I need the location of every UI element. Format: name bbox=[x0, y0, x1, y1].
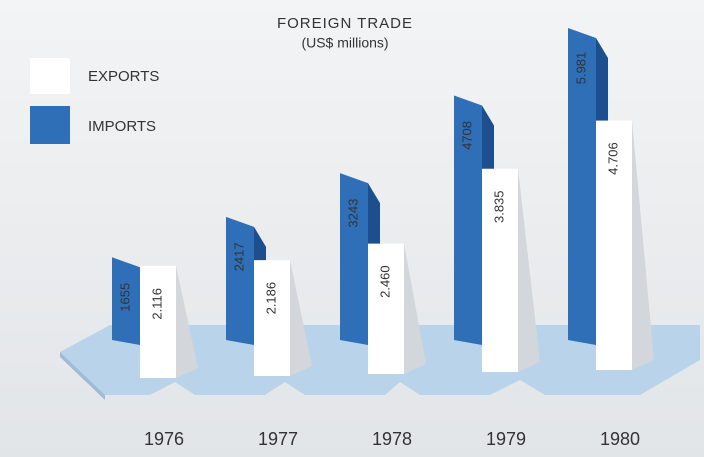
bar bbox=[340, 173, 368, 345]
x-tick-label: 1979 bbox=[486, 429, 526, 449]
x-tick-label: 1978 bbox=[372, 429, 412, 449]
bar bbox=[482, 168, 518, 372]
bar bbox=[368, 243, 404, 374]
x-tick-label: 1977 bbox=[258, 429, 298, 449]
chart-title: FOREIGN TRADE bbox=[277, 15, 413, 32]
legend-swatch bbox=[30, 106, 70, 144]
bar bbox=[568, 28, 596, 346]
bar-side bbox=[518, 168, 540, 372]
bar bbox=[140, 265, 176, 378]
bar-side bbox=[290, 260, 312, 376]
data-label: 1655 bbox=[117, 283, 132, 312]
legend-swatch bbox=[30, 58, 70, 94]
legend-label: IMPORTS bbox=[88, 118, 156, 135]
platform-edge bbox=[60, 352, 105, 400]
chart-subtitle: (US$ millions) bbox=[301, 35, 388, 51]
bar bbox=[596, 120, 632, 370]
data-label: 3.835 bbox=[491, 190, 506, 223]
bar bbox=[254, 260, 290, 376]
data-label: 2.116 bbox=[149, 288, 164, 320]
bar-side bbox=[176, 265, 198, 378]
bar bbox=[112, 257, 140, 345]
data-label: 2417 bbox=[231, 242, 246, 271]
legend-label: EXPORTS bbox=[88, 68, 159, 85]
x-tick-label: 1980 bbox=[600, 429, 640, 449]
bar bbox=[454, 95, 482, 345]
data-label: 2.460 bbox=[377, 265, 392, 298]
data-label: 5.981 bbox=[573, 52, 588, 85]
x-tick-label: 1976 bbox=[144, 429, 184, 449]
bar-side bbox=[632, 120, 654, 370]
data-label: 2.186 bbox=[263, 282, 278, 315]
bar-side bbox=[404, 243, 426, 374]
data-label: 3243 bbox=[345, 199, 360, 228]
data-label: 4.706 bbox=[605, 142, 620, 175]
bar bbox=[226, 216, 254, 345]
data-label: 4708 bbox=[459, 121, 474, 150]
